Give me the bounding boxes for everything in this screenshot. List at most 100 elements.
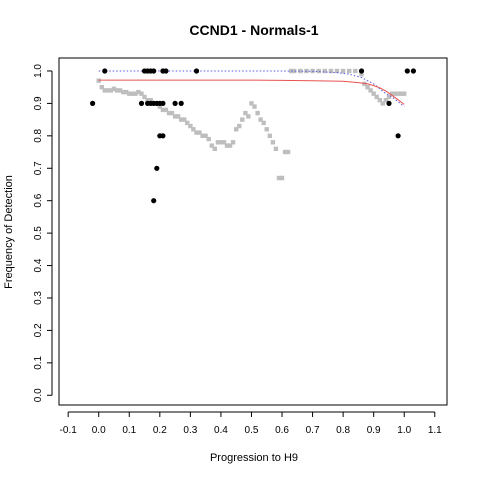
- smoothed-point: [282, 149, 288, 155]
- smoothed-point: [218, 140, 224, 145]
- smoothed-point: [148, 98, 153, 103]
- smoothed-point: [298, 68, 303, 74]
- x-tick-label: 0.2: [153, 425, 167, 436]
- smoothed-point: [194, 130, 199, 135]
- smoothed-point: [114, 88, 120, 93]
- x-tick-label: 0.0: [92, 425, 106, 436]
- y-tick-label: 0.7: [33, 161, 44, 175]
- smoothed-point: [142, 94, 147, 100]
- observed-point: [193, 68, 200, 74]
- y-tick-label: 0.9: [33, 96, 44, 110]
- smoothed-point: [188, 123, 193, 129]
- smoothed-point: [203, 133, 208, 138]
- smoothed-point: [166, 110, 172, 116]
- smoothed-point: [240, 117, 245, 122]
- smoothed-point: [117, 88, 123, 93]
- smoothed-point: [383, 98, 389, 103]
- smoothed-point: [246, 114, 251, 119]
- smoothed-point: [121, 89, 126, 95]
- plot-area: [90, 68, 416, 204]
- observed-point: [178, 100, 184, 106]
- smoothed-point: [197, 130, 202, 135]
- smoothed-point: [395, 91, 401, 96]
- y-tick-label: 0.5: [33, 226, 44, 240]
- smoothed-point: [108, 88, 114, 93]
- smoothed-point: [371, 91, 376, 96]
- y-tick-label: 0.4: [33, 258, 44, 272]
- smoothed-point: [255, 110, 260, 116]
- observed-point: [386, 100, 392, 106]
- x-axis: -0.1 0.0 0.1 0.2 0.3 0.4 0.5 0.6 0.7 0.8 0.9 1.0 1.1: [60, 411, 442, 436]
- smoothed-point: [402, 91, 407, 96]
- chart-title: CCND1 - Normals-1: [189, 22, 318, 38]
- x-tick-label: 1.0: [397, 425, 411, 436]
- x-tick-label: 0.7: [306, 425, 320, 436]
- x-tick-label: 0.8: [336, 425, 350, 436]
- smoothed-point: [163, 107, 169, 113]
- smoothed-point: [347, 68, 352, 74]
- smoothed-point: [374, 94, 379, 100]
- x-tick-label: 1.1: [428, 425, 442, 436]
- y-axis: 0.0 0.1 0.2 0.3 0.4 0.5 0.6 0.7 0.8 0.9 1.0: [33, 64, 53, 402]
- smoothed-point: [200, 133, 205, 138]
- smoothed-point: [172, 114, 178, 119]
- smoothed-point: [136, 89, 141, 95]
- smoothed-point: [191, 127, 196, 132]
- smoothed-point: [130, 91, 135, 96]
- smoothed-point: [258, 117, 263, 122]
- x-tick-label: 0.6: [275, 425, 289, 436]
- smoothed-point: [206, 136, 211, 142]
- smoothed-point: [359, 72, 364, 77]
- smoothed-point: [276, 175, 282, 181]
- plot-frame: [58, 57, 448, 406]
- observed-point: [172, 100, 178, 106]
- smoothed-point: [264, 127, 269, 132]
- smoothed-point: [234, 127, 239, 132]
- smoothed-point: [316, 68, 321, 74]
- smoothed-point: [212, 146, 217, 151]
- smoothed-point: [322, 68, 327, 74]
- smoothed-point: [292, 68, 297, 74]
- observed-point: [410, 68, 416, 74]
- smoothed-point: [273, 146, 279, 151]
- observed-point: [160, 133, 166, 139]
- x-tick-label: 0.5: [245, 425, 259, 436]
- smoothed-point: [96, 78, 101, 83]
- y-tick-label: 0.1: [33, 355, 44, 369]
- smoothed-point: [279, 175, 285, 181]
- smoothed-point: [389, 91, 395, 96]
- observed-point: [138, 100, 145, 106]
- smoothed-point: [289, 68, 294, 74]
- y-tick-label: 1.0: [33, 64, 44, 78]
- smoothed-point: [365, 85, 370, 90]
- smoothed-point: [230, 140, 236, 145]
- smoothed-point: [353, 68, 358, 74]
- y-tick-label: 0.3: [33, 291, 44, 305]
- smoothed-point: [175, 114, 181, 119]
- x-axis-label: Progression to H9: [210, 452, 298, 464]
- smoothed-point: [139, 91, 144, 96]
- observed-point: [358, 68, 365, 74]
- smoothed-point: [285, 149, 291, 155]
- smoothed-point: [160, 107, 166, 113]
- y-tick-label: 0.6: [33, 193, 44, 207]
- smoothed-point: [368, 88, 373, 93]
- smoothed-point: [127, 91, 132, 96]
- x-tick-label: 0.9: [367, 425, 381, 436]
- smoothed-point: [399, 91, 404, 96]
- smoothed-point: [124, 89, 129, 95]
- smoothed-point: [261, 120, 266, 126]
- observed-point: [160, 100, 166, 106]
- smoothed-point: [377, 98, 382, 103]
- smoothed-point: [169, 110, 175, 116]
- smoothed-point: [145, 98, 150, 103]
- smoothed-point: [209, 143, 214, 148]
- observed-point: [151, 198, 157, 204]
- smoothed-point: [133, 91, 138, 96]
- smoothed-point: [179, 117, 184, 122]
- smoothed-point: [380, 101, 385, 106]
- smoothed-point: [386, 94, 392, 100]
- smoothed-point: [227, 143, 233, 148]
- x-tick-label: 0.1: [122, 425, 136, 436]
